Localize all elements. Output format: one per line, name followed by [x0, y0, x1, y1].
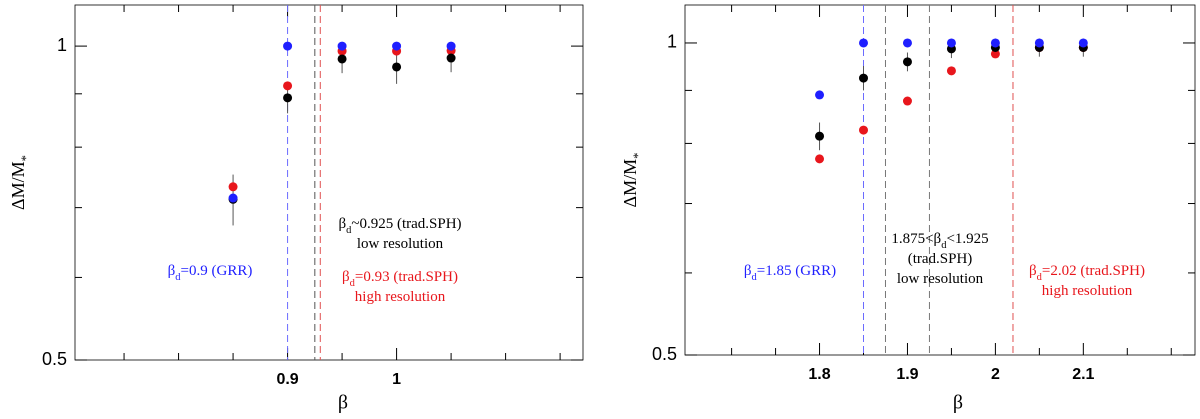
subscript: * — [631, 153, 645, 159]
text-part: β — [342, 269, 350, 285]
x-tick-label: 1.8 — [808, 366, 830, 383]
data-point — [446, 41, 456, 51]
annotation: βd=2.02 (trad.SPH) — [1029, 263, 1145, 282]
data-point — [902, 38, 912, 48]
annotation: βd=0.9 (GRR) — [168, 263, 253, 282]
annotation: (trad.SPH) — [908, 251, 973, 267]
data-point — [946, 66, 956, 76]
data-point — [228, 182, 238, 192]
data-point — [859, 125, 868, 135]
x-tick-label: 0.9 — [276, 371, 298, 388]
data-point — [815, 154, 825, 164]
annotation: low resolution — [357, 236, 444, 252]
y-axis-label: ΔM/M* — [620, 153, 645, 208]
x-tick-label: 1 — [392, 371, 401, 388]
y-tick-label: 1 — [57, 35, 67, 55]
data-point — [1034, 38, 1044, 48]
text-part: β — [744, 263, 752, 279]
text-part: 1.875<β — [891, 231, 941, 247]
text-part: =0.9 (GRR) — [181, 263, 253, 279]
text-part: high resolution — [1042, 283, 1133, 299]
text-part: =0.93 (trad.SPH) — [355, 269, 458, 285]
x-tick-label: 2 — [991, 366, 1000, 383]
x-axis-label: β — [338, 392, 348, 414]
text-part: ~0.925 (trad.SPH) — [351, 216, 461, 232]
data-point — [337, 41, 347, 51]
data-point — [859, 38, 868, 48]
subscript: d — [752, 272, 758, 283]
annotation: high resolution — [355, 289, 446, 305]
data-point — [946, 38, 956, 48]
data-point — [1078, 38, 1088, 48]
annotation: 1.875<βd<1.925 — [891, 231, 988, 250]
annotation: low resolution — [897, 271, 984, 287]
subscript: d — [175, 272, 181, 283]
data-point — [283, 93, 293, 103]
y-tick-label: 1 — [667, 32, 677, 52]
data-point — [815, 131, 825, 141]
text-part: low resolution — [357, 236, 444, 252]
x-axis-label: β — [953, 392, 963, 414]
subscript: d — [941, 240, 947, 251]
subscript: d — [346, 225, 352, 236]
text-part: =2.02 (trad.SPH) — [1042, 263, 1145, 279]
text-part: β — [1029, 263, 1037, 279]
data-point — [283, 81, 293, 91]
text-part: =1.85 (GRR) — [757, 263, 836, 279]
annotation: βd=0.93 (trad.SPH) — [342, 269, 458, 288]
data-point — [446, 53, 456, 63]
subscript: d — [350, 278, 356, 289]
data-point — [859, 73, 868, 83]
x-tick-label: 2.1 — [1072, 366, 1094, 383]
text-part: low resolution — [897, 271, 984, 287]
x-tick-label: 1.9 — [896, 366, 918, 383]
text-part: ΔM/M — [620, 159, 640, 208]
text-part: β — [338, 216, 346, 232]
data-point — [990, 49, 1000, 59]
subscript: d — [1037, 272, 1043, 283]
y-tick-label: 0.5 — [652, 344, 677, 364]
text-part: (trad.SPH) — [908, 251, 973, 267]
data-point — [902, 57, 912, 67]
data-point — [392, 41, 402, 51]
data-point — [337, 54, 347, 64]
annotation: high resolution — [1042, 283, 1133, 299]
data-point — [990, 38, 1000, 48]
annotation: βd=1.85 (GRR) — [744, 263, 836, 282]
data-point — [902, 96, 912, 106]
text-part: ΔM/M — [8, 161, 28, 210]
text-part: <1.925 — [946, 231, 988, 247]
data-point — [815, 90, 825, 100]
data-point — [392, 62, 402, 72]
y-tick-label: 0.5 — [42, 349, 67, 369]
subscript: * — [19, 155, 33, 161]
annotation: βd~0.925 (trad.SPH) — [338, 216, 461, 235]
y-axis-label: ΔM/M* — [8, 155, 33, 210]
text-part: β — [168, 263, 176, 279]
plot-frame — [684, 4, 1196, 356]
data-point — [283, 41, 293, 51]
data-point — [228, 193, 238, 203]
text-part: high resolution — [355, 289, 446, 305]
plot-frame — [74, 4, 584, 361]
